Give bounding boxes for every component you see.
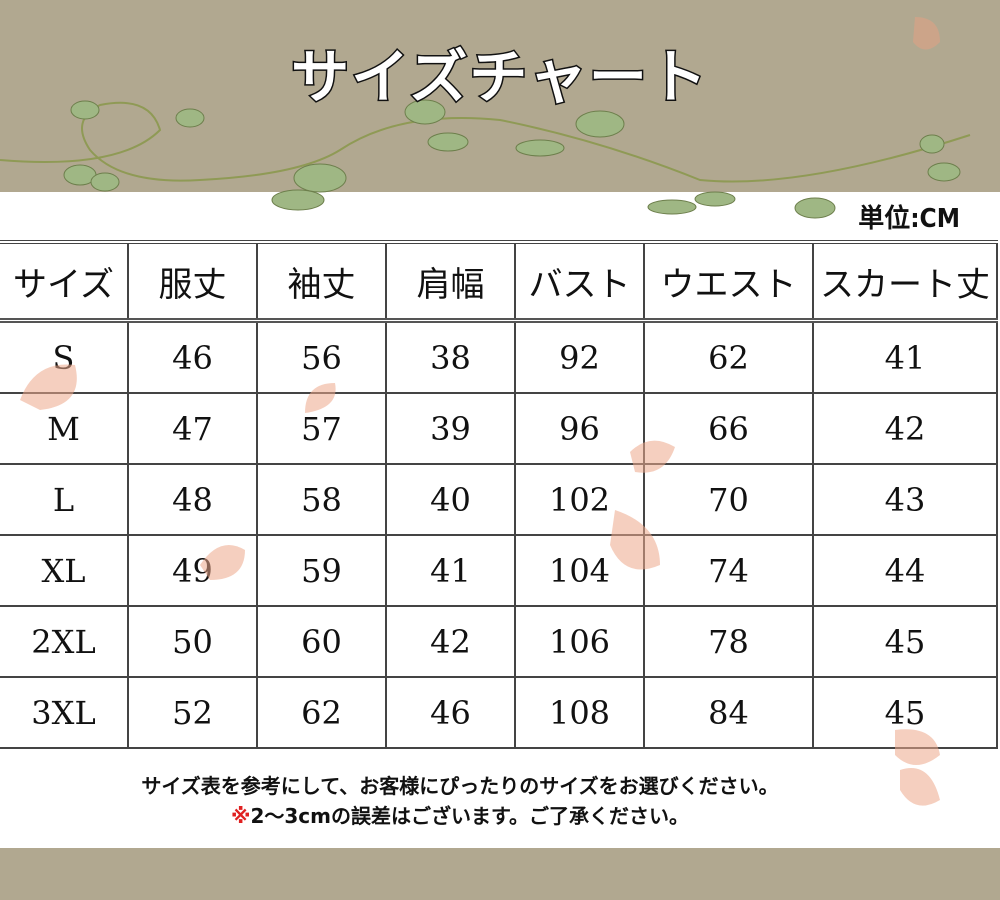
- value-cell: 62: [256, 676, 387, 749]
- value-cell: 48: [127, 463, 258, 536]
- value-cell: 104: [514, 534, 645, 607]
- value-cell: 74: [643, 534, 814, 607]
- value-cell: 106: [514, 605, 645, 678]
- header-shoulder: 肩幅: [385, 240, 516, 323]
- size-cell: M: [0, 392, 129, 465]
- value-cell: 52: [127, 676, 258, 749]
- header-bust: バスト: [514, 240, 645, 323]
- value-cell: 92: [514, 319, 645, 394]
- table-row: 3XL 52 62 46 108 84 45: [0, 676, 998, 749]
- unit-label: 単位:CM: [858, 204, 960, 234]
- value-cell: 46: [385, 676, 516, 749]
- value-cell: 50: [127, 605, 258, 678]
- value-cell: 38: [385, 319, 516, 394]
- value-cell: 40: [385, 463, 516, 536]
- note-line-1: サイズ表を参考にして、お客様にぴったりのサイズをお選びください。: [141, 774, 779, 798]
- size-table: サイズ 服丈 袖丈 肩幅 バスト ウエスト スカート丈 S 46 56 38 92 62 4…: [0, 240, 998, 749]
- value-cell: 41: [812, 319, 998, 394]
- value-cell: 60: [256, 605, 387, 678]
- value-cell: 70: [643, 463, 814, 536]
- table-row: M 47 57 39 96 66 42: [0, 392, 998, 465]
- header-size: サイズ: [0, 240, 129, 323]
- size-cell: 2XL: [0, 605, 129, 678]
- value-cell: 56: [256, 319, 387, 394]
- value-cell: 78: [643, 605, 814, 678]
- leaf-icon: [895, 729, 940, 806]
- header-sleeve: 袖丈: [256, 240, 387, 323]
- vine-decoration-icon: [0, 99, 971, 219]
- value-cell: 45: [812, 605, 998, 678]
- value-cell: 96: [514, 392, 645, 465]
- header-waist: ウエスト: [643, 240, 814, 323]
- value-cell: 46: [127, 319, 258, 394]
- leaf-icon: [610, 510, 660, 570]
- value-cell: 108: [514, 676, 645, 749]
- value-cell: 42: [385, 605, 516, 678]
- value-cell: 41: [385, 534, 516, 607]
- value-cell: 39: [385, 392, 516, 465]
- header-band: [0, 0, 1000, 192]
- value-cell: 43: [812, 463, 998, 536]
- value-cell: 62: [643, 319, 814, 394]
- note-line-2: ※2～3cmの誤差はございます。ご了承ください。: [0, 800, 960, 829]
- table-row: XL 49 59 41 104 74 44: [0, 534, 998, 607]
- table-row: 2XL 50 60 42 106 78 45: [0, 605, 998, 678]
- size-cell: L: [0, 463, 129, 536]
- note-text: 2～3cmの誤差はございます。ご了承ください。: [250, 804, 689, 828]
- table-header-row: サイズ 服丈 袖丈 肩幅 バスト ウエスト スカート丈: [0, 240, 998, 323]
- size-cell: 3XL: [0, 676, 129, 749]
- size-cell: XL: [0, 534, 129, 607]
- value-cell: 42: [812, 392, 998, 465]
- value-cell: 58: [256, 463, 387, 536]
- leaf-icon: [305, 383, 336, 413]
- leaf-icon: [913, 17, 940, 50]
- leaf-icon: [630, 440, 675, 473]
- note-mark: ※: [231, 804, 251, 828]
- value-cell: 59: [256, 534, 387, 607]
- value-cell: 47: [127, 392, 258, 465]
- table-row: L 48 58 40 102 70 43: [0, 463, 998, 536]
- leaf-icon: [200, 545, 245, 580]
- table-row: S 46 56 38 92 62 41: [0, 319, 998, 394]
- value-cell: 44: [812, 534, 998, 607]
- page-title: サイズチャート: [290, 42, 709, 113]
- leaf-icon: [20, 364, 77, 410]
- header-skirt-length: スカート丈: [812, 240, 998, 323]
- value-cell: 84: [643, 676, 814, 749]
- header-length: 服丈: [127, 240, 258, 323]
- footer-band: [0, 848, 1000, 900]
